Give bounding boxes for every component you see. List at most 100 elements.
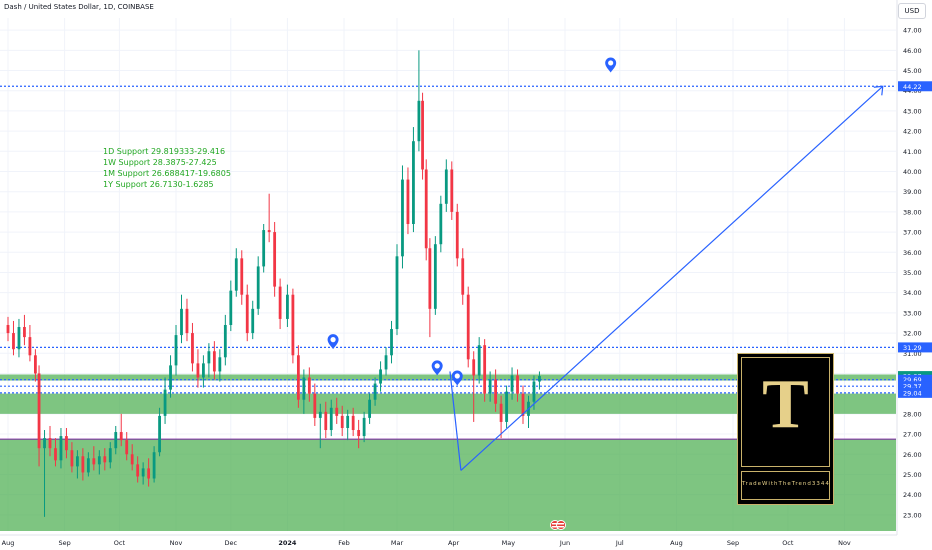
projection-lines [449, 85, 884, 471]
candle-body [212, 351, 216, 372]
candle-body [81, 456, 85, 473]
price-tick-label: 35.00 [903, 269, 922, 277]
price-tick-label: 40.00 [903, 168, 922, 176]
candle-body [450, 169, 454, 212]
price-label-bg [898, 374, 932, 385]
time-tick-label: Jun [559, 539, 570, 547]
time-tick-label: Nov [838, 539, 851, 547]
support-zone [0, 393, 896, 414]
candle-body [267, 230, 271, 233]
candle-body [245, 294, 249, 334]
candle-body [324, 411, 328, 431]
candle-body [340, 415, 344, 428]
price-tick-label: 27.00 [903, 431, 922, 439]
candle-body [17, 327, 21, 350]
flag-stripe [552, 526, 564, 528]
support-zone [0, 374, 896, 381]
candle-body [390, 329, 393, 356]
brand-logo: T TradeWithTheTrend3344 [737, 353, 834, 505]
chart-title: Dash / United States Dollar, 1D, COINBAS… [4, 3, 154, 11]
candle-body [368, 399, 372, 418]
candle-body [33, 355, 37, 374]
map-pins [327, 57, 617, 386]
candle-body [262, 230, 266, 267]
price-label: 29.37 [898, 381, 932, 392]
price-tick-label: 36.00 [903, 249, 922, 257]
candle-body [108, 448, 112, 463]
candle-body [335, 407, 339, 416]
candle-body [147, 468, 151, 479]
candle-body [207, 351, 211, 364]
candle-body [185, 308, 189, 334]
currency-button[interactable]: USD [898, 3, 926, 19]
time-tick-label: Oct [782, 539, 794, 547]
candle-body [421, 100, 424, 170]
candle-body [510, 375, 514, 392]
candle-body [65, 436, 68, 451]
price-tick-label: 23.00 [903, 511, 922, 519]
price-label-bg [898, 381, 932, 392]
candle-body [461, 258, 465, 295]
flag-stripe [552, 523, 564, 525]
candle-body [218, 357, 222, 372]
time-tick-label: Jul [615, 539, 624, 547]
candle-body [307, 377, 311, 394]
candle-body [28, 337, 32, 356]
candle-body [379, 369, 382, 384]
candle-body [70, 450, 74, 467]
candle-body [477, 345, 481, 376]
time-tick-label: May [502, 539, 516, 547]
candle-body [130, 454, 134, 465]
candle-body [318, 411, 322, 418]
candle-body [444, 169, 448, 204]
price-label-text: 44.22 [903, 83, 922, 91]
candle-body [362, 417, 366, 437]
candle-body [273, 232, 277, 287]
price-label-text: 29.04 [903, 389, 922, 397]
time-axis[interactable]: Aug Sep Oct Nov Dec 2024 Feb Mar Apr May Jun Jul Aug… [0, 534, 897, 550]
candle-body [125, 440, 129, 455]
candle-body [12, 333, 15, 350]
candle-body [136, 464, 140, 477]
candle-body [6, 324, 10, 334]
candle-body [521, 393, 525, 416]
price-label: 44.22 [898, 81, 932, 92]
time-tick-label: Nov [170, 539, 183, 547]
price-tick-label: 34.00 [903, 289, 922, 297]
candle-body [59, 436, 63, 461]
candle-body [472, 359, 476, 376]
candle-body [302, 377, 306, 400]
candle-body [488, 379, 492, 394]
pin-hole [330, 337, 336, 343]
map-pin-icon [327, 334, 339, 350]
candle-body [494, 379, 498, 404]
price-axis[interactable]: 23.00 24.00 25.00 26.00 27.00 28.00 31.00 32.00… [896, 0, 932, 550]
time-tick-label: Sep [58, 539, 70, 547]
candle-body [455, 211, 459, 259]
time-tick-label: Aug [2, 539, 15, 547]
candle-body [417, 100, 421, 142]
pin-hole [434, 363, 440, 369]
candle-body [516, 375, 519, 394]
logo-caption: TradeWithTheTrend3344 [742, 481, 830, 487]
candle-body [373, 383, 377, 400]
map-pin-icon [605, 57, 617, 73]
price-label: 29.69 [898, 374, 932, 385]
candle-body [384, 355, 388, 370]
candle-body [296, 355, 300, 400]
candle-body [48, 438, 52, 449]
candle-body [483, 345, 487, 394]
price-tick-label: 45.00 [903, 67, 922, 75]
candle-body [291, 294, 295, 356]
time-tick-label: Apr [448, 539, 460, 547]
time-tick-label: Mar [391, 539, 404, 547]
candle-body [191, 333, 194, 364]
candle-body [114, 432, 118, 449]
price-tick-label: 43.00 [903, 107, 922, 115]
events-flag-icon [550, 520, 566, 530]
price-tick-label: 41.00 [903, 148, 922, 156]
price-tick-label: 46.00 [903, 47, 922, 55]
candle-body [37, 373, 41, 449]
price-tick-label: 39.00 [903, 188, 922, 196]
candle-body [286, 294, 289, 319]
